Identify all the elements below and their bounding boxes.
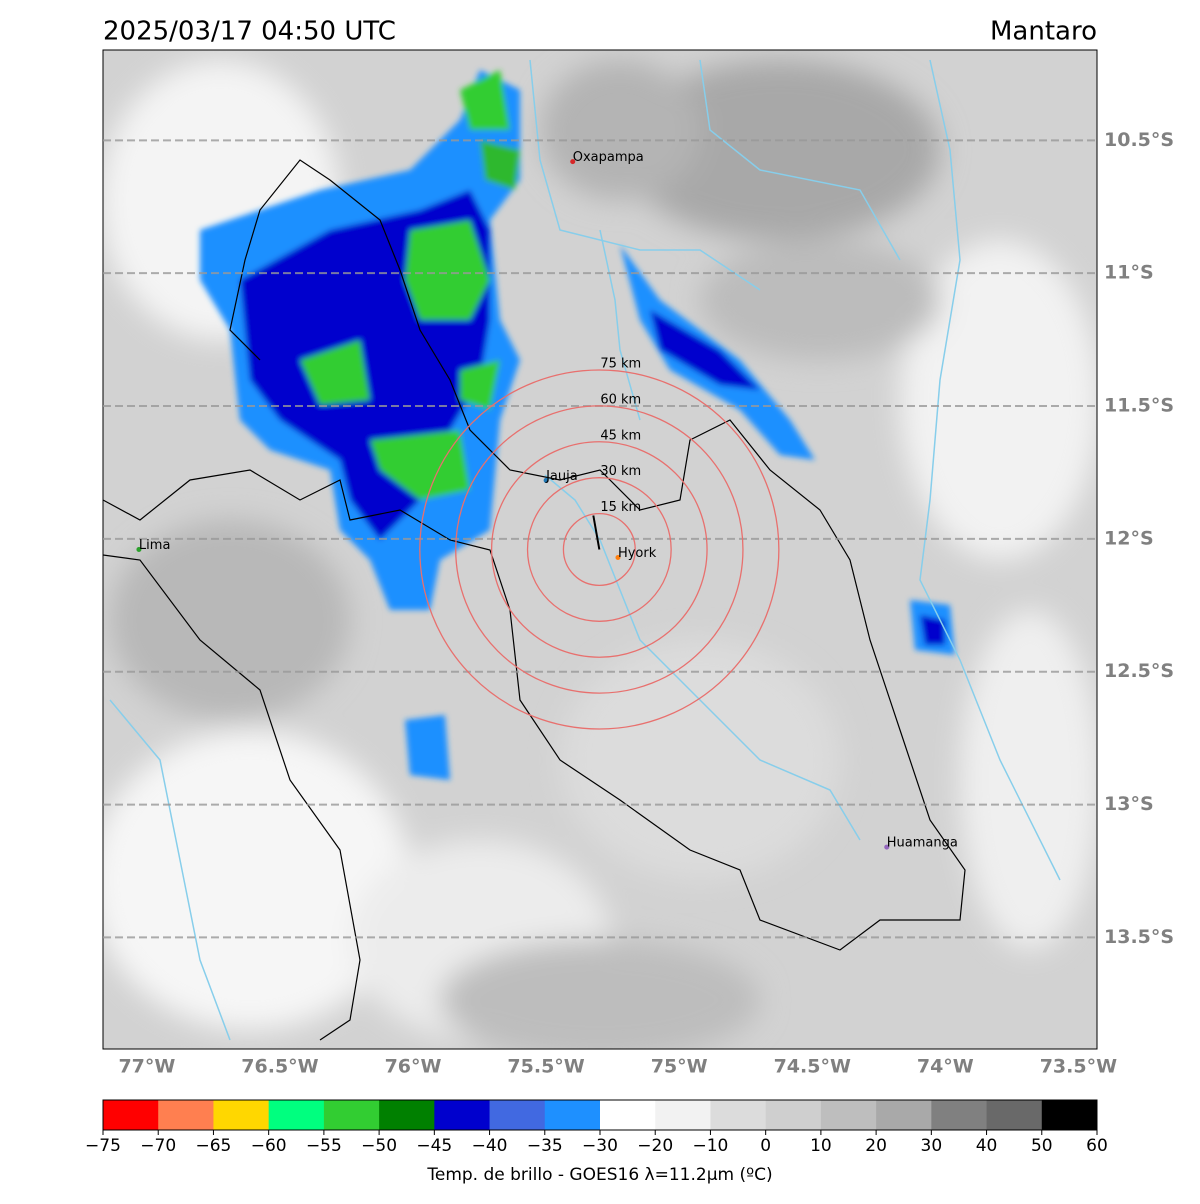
colorbar-segment <box>876 1100 932 1130</box>
city-label: Hyork <box>618 546 657 561</box>
colorbar-tick-label: −45 <box>416 1136 452 1156</box>
satellite-image <box>103 50 1097 1049</box>
colorbar-tick-label: −40 <box>472 1136 508 1156</box>
colorbar-segment <box>379 1100 435 1130</box>
colorbar-tick-label: −70 <box>140 1136 176 1156</box>
ring-label: 30 km <box>600 464 641 479</box>
lat-label: 11°S <box>1104 262 1154 284</box>
colorbar-segment <box>710 1100 767 1130</box>
city-marker <box>884 844 890 850</box>
range-ring <box>455 405 744 694</box>
colorbar-tick-label: −20 <box>637 1136 673 1156</box>
lat-label: 13.5°S <box>1104 926 1174 948</box>
city-marker <box>136 547 142 552</box>
range-ring <box>562 512 636 587</box>
colorbar-segment <box>544 1100 601 1130</box>
colorbar-tick-label: −50 <box>361 1136 397 1156</box>
colorbar-segment <box>158 1100 214 1130</box>
colorbar-segment <box>765 1100 822 1130</box>
colorbar-segment <box>434 1100 491 1130</box>
colorbar-tick-label: −10 <box>692 1136 728 1156</box>
colorbar-segment <box>986 1100 1043 1130</box>
ring-label: 45 km <box>600 428 641 443</box>
region-name: Mantaro <box>990 17 1097 47</box>
city-label: Lima <box>139 538 170 553</box>
map-frame <box>102 49 1098 1050</box>
colorbar-segment <box>820 1100 877 1130</box>
title: 2025/03/17 04:50 UTC <box>103 17 396 47</box>
ring-label: 75 km <box>600 356 641 371</box>
colorbar-tick-label: −65 <box>195 1136 231 1156</box>
city-marker <box>543 477 549 483</box>
radar-beam <box>592 515 601 550</box>
rivers <box>109 59 1061 1041</box>
colorbar-tick-label: 0 <box>760 1136 771 1156</box>
colorbar-segment <box>268 1100 325 1130</box>
colorbar-tick-label: −55 <box>306 1136 342 1156</box>
lon-label: 77°W <box>118 1056 175 1078</box>
lon-label: 74°W <box>917 1056 974 1078</box>
lat-label: 11.5°S <box>1104 395 1174 417</box>
colorbar-tick-label: 40 <box>976 1136 998 1156</box>
colorbar-label: Temp. de brillo - GOES16 λ=11.2μm (ºC) <box>426 1165 772 1185</box>
range-ring <box>490 441 708 658</box>
colorbar-tick-label: −60 <box>251 1136 287 1156</box>
lon-label: 75°W <box>651 1056 708 1078</box>
city-label: Huamanga <box>887 836 958 851</box>
lon-label: 76°W <box>385 1056 442 1078</box>
lat-label: 12°S <box>1104 527 1154 549</box>
colorbar-tick-label: 50 <box>1031 1136 1053 1156</box>
colorbar-tick-label: 10 <box>810 1136 832 1156</box>
colorbar-segment <box>931 1100 988 1130</box>
range-ring <box>526 477 672 622</box>
colorbar-segment <box>213 1100 270 1130</box>
city-marker <box>570 159 576 165</box>
ring-label: 60 km <box>600 392 641 407</box>
colorbar-segment <box>600 1100 656 1130</box>
colorbar-tick-label: 60 <box>1086 1136 1108 1156</box>
lat-label: 10.5°S <box>1104 129 1174 151</box>
colorbar-tick-label: 30 <box>921 1136 943 1156</box>
colorbar-segment <box>655 1100 711 1130</box>
lon-label: 76.5°W <box>241 1056 318 1078</box>
ring-label: 15 km <box>600 500 641 515</box>
colorbar-tick-label: 20 <box>865 1136 887 1156</box>
lon-label: 73.5°W <box>1040 1056 1117 1078</box>
range-ring <box>419 369 780 730</box>
colorbar-segment <box>1041 1100 1098 1130</box>
colorbar-segment <box>489 1100 546 1130</box>
city-label: Oxapampa <box>573 150 644 165</box>
city-label: Jauja <box>545 469 578 484</box>
lon-label: 74.5°W <box>774 1056 851 1078</box>
colorbar-tick-label: −35 <box>527 1136 563 1156</box>
colorbar-segment <box>323 1100 380 1130</box>
colorbar-tick-label: −30 <box>582 1136 618 1156</box>
colorbar-tick-label: −75 <box>85 1136 121 1156</box>
boundaries <box>103 159 966 1041</box>
lat-label: 12.5°S <box>1104 660 1174 682</box>
lon-label: 75.5°W <box>507 1056 584 1078</box>
colorbar-segment <box>103 1100 159 1130</box>
city-marker <box>615 554 621 560</box>
lat-label: 13°S <box>1104 793 1154 815</box>
